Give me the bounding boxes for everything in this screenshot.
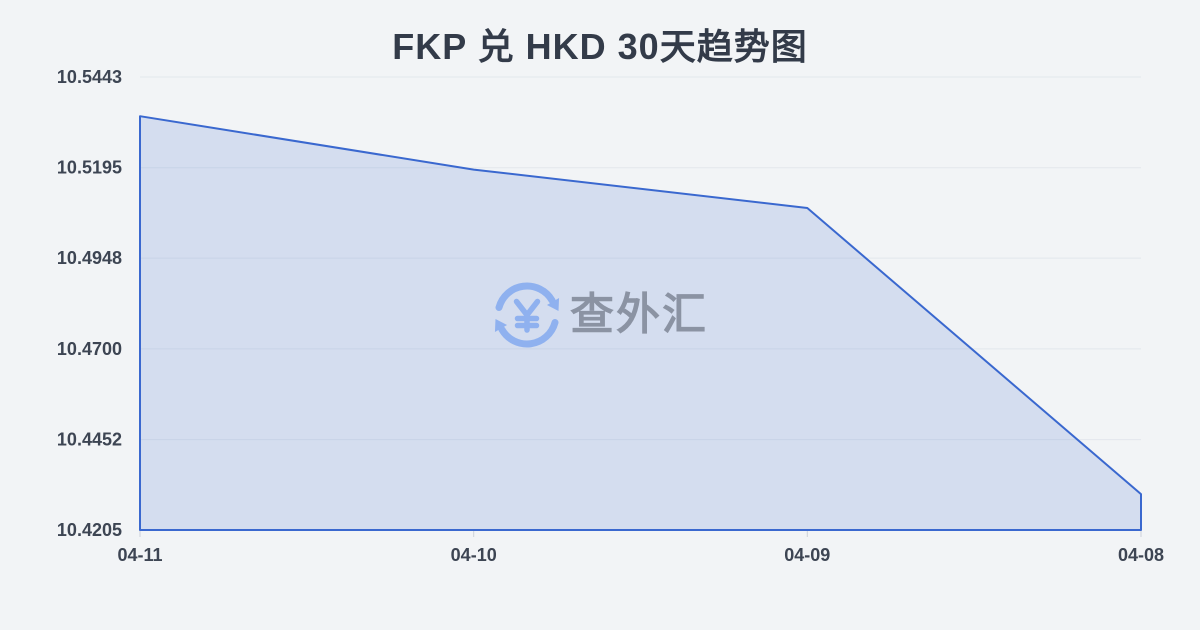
y-axis-label: 10.4205 [57, 520, 122, 540]
chart-title: FKP 兑 HKD 30天趋势图 [392, 26, 808, 67]
y-axis-label: 10.4452 [57, 430, 122, 450]
y-axis-label: 10.5195 [57, 158, 122, 178]
y-axis-label: 10.4700 [57, 339, 122, 359]
x-axis-label: 04-08 [1118, 545, 1164, 565]
x-axis-label: 04-11 [117, 545, 162, 565]
y-axis-label: 10.5443 [57, 67, 122, 87]
x-axis-label: 04-09 [784, 545, 830, 565]
y-axis-label: 10.4948 [57, 248, 122, 268]
x-axis-label: 04-10 [451, 545, 497, 565]
area-series [139, 115, 1142, 531]
